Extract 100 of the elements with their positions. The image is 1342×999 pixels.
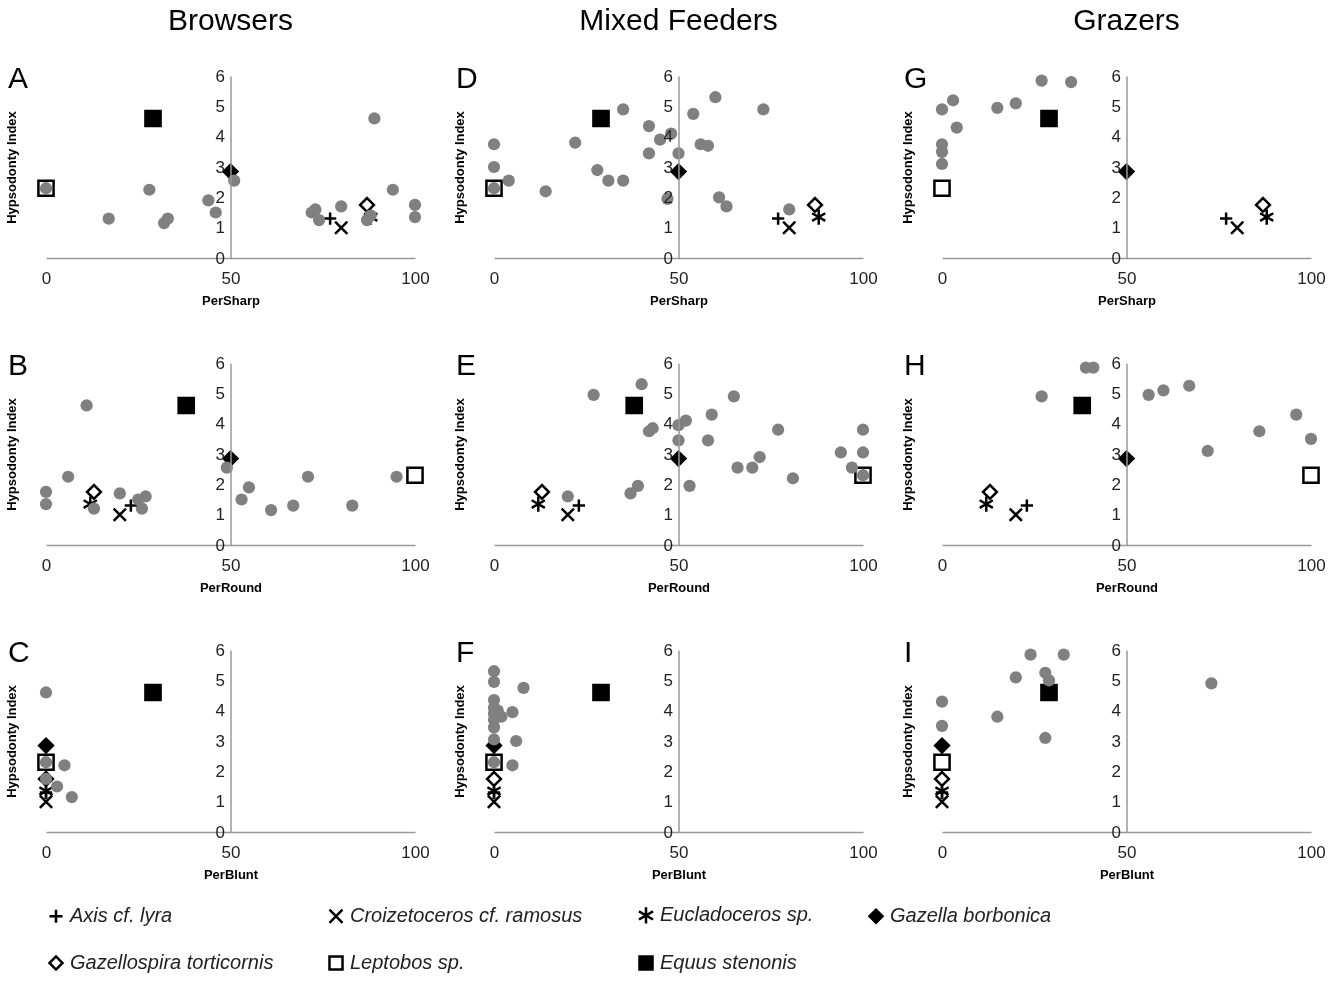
text: D — [456, 61, 478, 94]
legend-label: Gazellospira torticornis — [70, 951, 274, 973]
y-tick-label: 1 — [1111, 505, 1121, 525]
x-tick-label: 50 — [1117, 555, 1137, 575]
y-tick-label: 6 — [1111, 640, 1121, 660]
x-tick-label: 50 — [221, 268, 241, 288]
y-tick-label: 3 — [215, 157, 225, 177]
x-axis-title: PerSharp — [1098, 292, 1156, 308]
y-tick-label: 5 — [663, 670, 673, 690]
y-tick-label: 6 — [215, 353, 225, 373]
y-tick-label: 0 — [663, 822, 673, 842]
y-tick-label: 4 — [1111, 414, 1121, 434]
y-tick-label: 3 — [1111, 444, 1121, 464]
y-tick-label: 6 — [663, 353, 673, 373]
x-tick-label: 50 — [221, 555, 241, 575]
x-tick-label: 0 — [937, 268, 948, 288]
y-tick-label: 1 — [215, 792, 225, 812]
y-tick-label: 0 — [215, 248, 225, 268]
y-tick-label: 0 — [1111, 822, 1121, 842]
legend-label: Croizetoceros cf. ramosus — [350, 904, 583, 927]
x-tick-label: 0 — [41, 842, 52, 862]
y-tick-label: 5 — [663, 383, 673, 403]
x-tick-label: 0 — [489, 555, 500, 575]
y-tick-label: 4 — [663, 701, 673, 721]
y-tick-label: 2 — [1111, 187, 1121, 207]
y-tick-label: 0 — [1111, 248, 1121, 268]
y-tick-label: 0 — [663, 535, 673, 555]
text: A — [8, 61, 29, 94]
y-tick-label: 5 — [215, 383, 225, 403]
legend-label: Gazella borbonica — [890, 904, 1052, 927]
legend-label: Axis cf. lyra — [69, 904, 173, 927]
x-axis-title: PerSharp — [202, 292, 260, 308]
y-tick-label: 3 — [215, 444, 225, 464]
y-tick-label: 4 — [215, 701, 225, 721]
text: I — [904, 635, 913, 668]
x-tick-label: 100 — [849, 842, 878, 862]
x-tick-label: 0 — [937, 555, 948, 575]
y-tick-label: 3 — [215, 731, 225, 751]
x-axis-title: PerRound — [1095, 579, 1159, 595]
y-tick-label: 5 — [215, 96, 225, 116]
y-tick-label: 1 — [1111, 792, 1121, 812]
y-tick-label: 5 — [1111, 383, 1121, 403]
y-axis-title: Hypsodonty Index — [3, 397, 19, 511]
x-tick-label: 100 — [401, 842, 430, 862]
x-tick-label: 100 — [1297, 842, 1326, 862]
x-tick-label: 50 — [669, 842, 689, 862]
x-tick-label: 50 — [1117, 268, 1137, 288]
y-axis-title: Hypsodonty Index — [3, 110, 19, 224]
y-tick-label: 4 — [215, 127, 225, 147]
y-tick-label: 2 — [1111, 474, 1121, 494]
text: E — [456, 348, 477, 381]
x-axis-title: PerBlunt — [1099, 866, 1155, 882]
y-tick-label: 3 — [1111, 157, 1121, 177]
y-tick-label: 2 — [1111, 761, 1121, 781]
y-tick-label: 0 — [215, 822, 225, 842]
y-tick-label: 6 — [215, 66, 225, 86]
x-axis-title: PerBlunt — [203, 866, 259, 882]
legend-label: Equus stenonis — [660, 951, 797, 973]
y-tick-label: 1 — [663, 792, 673, 812]
x-tick-label: 100 — [1297, 268, 1326, 288]
x-tick-label: 100 — [401, 268, 430, 288]
text: B — [8, 348, 29, 381]
text: G — [904, 61, 928, 94]
y-tick-label: 3 — [663, 157, 673, 177]
y-tick-label: 2 — [215, 761, 225, 781]
x-tick-label: 0 — [41, 268, 52, 288]
y-tick-label: 5 — [1111, 96, 1121, 116]
x-tick-label: 100 — [1297, 555, 1326, 575]
x-axis-title: PerBlunt — [651, 866, 707, 882]
x-axis-title: PerSharp — [650, 292, 708, 308]
chart-title: Mixed Feeders — [579, 3, 778, 36]
x-tick-label: 50 — [1117, 842, 1137, 862]
y-tick-label: 5 — [663, 96, 673, 116]
y-tick-label: 0 — [663, 248, 673, 268]
y-tick-label: 4 — [1111, 701, 1121, 721]
y-tick-label: 6 — [215, 640, 225, 660]
y-tick-label: 3 — [1111, 731, 1121, 751]
y-tick-label: 1 — [215, 505, 225, 525]
y-tick-label: 1 — [663, 218, 673, 238]
y-axis-title: Hypsodonty Index — [899, 397, 915, 511]
x-tick-label: 0 — [489, 268, 500, 288]
y-tick-label: 0 — [215, 535, 225, 555]
x-tick-label: 100 — [849, 555, 878, 575]
x-tick-label: 100 — [849, 268, 878, 288]
y-axis-title: Hypsodonty Index — [451, 397, 467, 511]
x-tick-label: 100 — [401, 555, 430, 575]
y-tick-label: 4 — [215, 414, 225, 434]
legend-label: Leptobos sp. — [350, 951, 465, 973]
chart-title: Grazers — [1073, 3, 1180, 36]
y-tick-label: 5 — [1111, 670, 1121, 690]
text: C — [8, 635, 30, 668]
x-tick-label: 50 — [669, 268, 689, 288]
y-tick-label: 2 — [663, 187, 673, 207]
x-axis-title: PerRound — [647, 579, 711, 595]
y-tick-label: 1 — [1111, 218, 1121, 238]
x-tick-label: 50 — [669, 555, 689, 575]
y-tick-label: 6 — [663, 640, 673, 660]
x-tick-label: 0 — [937, 842, 948, 862]
y-tick-label: 2 — [215, 474, 225, 494]
y-tick-label: 3 — [663, 731, 673, 751]
